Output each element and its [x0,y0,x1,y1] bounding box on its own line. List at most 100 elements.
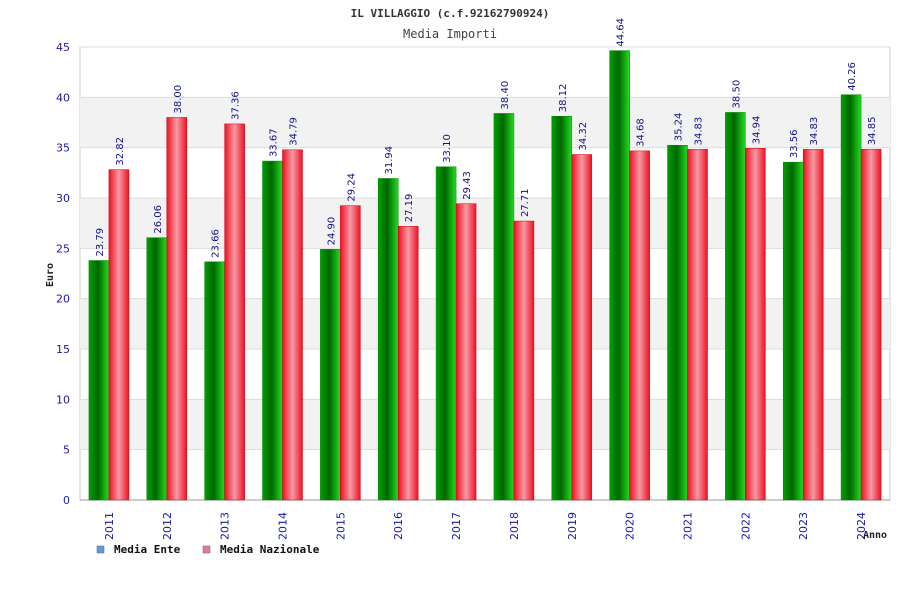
y-axis-label: Euro [45,263,56,287]
y-tick-label: 0 [63,494,70,507]
legend-label: Media Nazionale [220,543,320,556]
legend-label: Media Ente [114,543,181,556]
value-label: 38.50 [731,80,742,109]
x-tick-label: 2016 [392,512,405,540]
y-axis-ticks: 0 5 10 15 20 25 30 35 40 45 [56,41,70,507]
bar-media-ente [146,237,168,501]
bar-media-ente [377,178,399,501]
x-tick-label: 2023 [797,512,810,540]
value-label: 33.56 [789,130,800,159]
x-tick-label: 2014 [277,512,290,540]
bar-media-ente [725,112,746,501]
bar-media-nazionale [513,220,535,501]
y-tick-label: 10 [56,393,70,406]
value-label: 29.43 [462,171,473,200]
bar-media-ente [262,160,283,501]
x-tick-label: 2012 [161,512,174,540]
grid-band [80,198,890,249]
value-label: 40.26 [847,62,858,91]
value-label: 33.67 [269,128,280,157]
x-tick-label: 2020 [624,512,637,540]
bar-media-nazionale [166,117,188,501]
value-label: 23.66 [211,229,222,258]
bar-media-ente [782,161,804,501]
bar-media-ente [667,145,688,501]
bar-media-ente [88,260,110,501]
value-label: 34.32 [578,122,589,151]
bar-media-nazionale [455,203,477,501]
bar-media-ente [435,166,457,501]
x-tick-label: 2019 [566,512,579,540]
y-tick-label: 35 [56,142,70,155]
bar-media-nazionale [745,148,766,501]
bar-media-nazionale [687,149,708,501]
bar-media-ente [840,94,862,501]
value-label: 37.36 [231,91,242,120]
value-label: 33.10 [442,134,453,163]
value-label: 29.24 [346,173,357,202]
chart-title: IL VILLAGGIO (c.f.92162790924) [351,7,550,20]
value-label: 24.90 [326,217,337,246]
grid-band [80,399,890,450]
y-tick-label: 40 [56,91,70,104]
x-tick-label: 2015 [334,512,347,540]
bar-media-nazionale [108,169,130,501]
value-labels: 23.79 32.82 26.06 38.00 23.66 37.36 33.67 34.79… [95,18,878,258]
legend-swatch [96,545,105,554]
value-label: 44.64 [616,18,627,47]
x-tick-label: 2018 [508,512,521,540]
x-tick-label: 2021 [682,512,695,540]
plot-background [79,46,891,501]
bar-media-ente [204,261,225,501]
value-label: 27.71 [520,188,531,217]
value-label: 34.68 [636,118,647,147]
value-label: 34.79 [289,117,300,146]
value-label: 31.94 [384,146,395,175]
value-label: 38.12 [558,84,569,113]
bar-media-nazionale [340,205,361,501]
value-label: 34.83 [809,117,820,146]
bars [88,50,882,501]
bar-media-nazionale [224,123,245,501]
y-tick-label: 5 [63,444,70,457]
bar-media-ente [609,50,630,501]
value-label: 38.40 [500,81,511,110]
value-label: 34.94 [751,116,762,145]
bar-media-nazionale [802,149,824,501]
bar-media-ente [551,116,573,501]
bar-media-ente [493,113,515,501]
legend: Media Ente Media Nazionale [96,543,320,556]
y-tick-label: 45 [56,41,70,54]
value-label: 38.00 [173,85,184,114]
bar-media-nazionale [397,226,419,501]
value-label: 23.79 [95,228,106,257]
grid-band [80,97,890,148]
x-axis-ticks: 2011 2012 2013 2014 2015 2016 2017 2018 2019 2020… [103,512,868,540]
legend-swatch [202,545,211,554]
x-tick-label: 2013 [219,512,232,540]
x-tick-label: 2022 [739,512,752,540]
bar-media-ente [320,249,341,501]
value-label: 27.19 [404,194,415,223]
value-label: 32.82 [115,137,126,166]
grid-band [80,298,890,349]
y-tick-label: 15 [56,343,70,356]
bar-media-nazionale [282,149,303,501]
bar-media-nazionale [571,154,593,501]
value-label: 34.85 [867,117,878,146]
y-tick-label: 30 [56,192,70,205]
x-tick-label: 2024 [855,512,868,540]
x-axis-label: Anno [863,530,887,541]
y-tick-label: 20 [56,293,70,306]
x-tick-label: 2017 [450,512,463,540]
value-label: 35.24 [674,113,685,142]
chart-subtitle: Media Importi [403,27,497,41]
y-tick-label: 25 [56,242,70,255]
x-tick-label: 2011 [103,512,116,540]
value-label: 26.06 [153,205,164,234]
bar-media-nazionale [629,150,650,501]
value-label: 34.83 [694,117,705,146]
bar-media-nazionale [860,148,882,501]
